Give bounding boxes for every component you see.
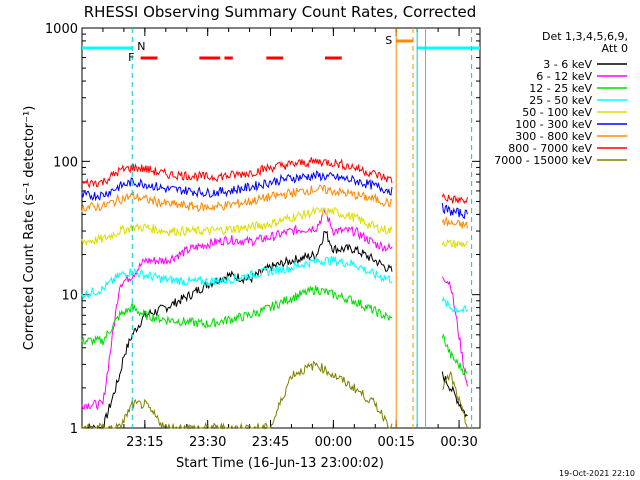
legend-label: 50 - 100 keV: [522, 106, 592, 119]
y-tick-label: 10: [61, 289, 78, 304]
y-axis-label: Corrected Count Rate (s⁻¹ detector⁻¹): [22, 106, 37, 351]
series-line-5: [441, 202, 468, 220]
series-line-4: [441, 239, 468, 249]
series-line-7: [441, 192, 468, 205]
series-line-4: [81, 206, 393, 247]
flag-label-n: N: [137, 40, 145, 53]
x-tick-label: 00:15: [377, 435, 414, 450]
x-axis: 23:15 23:30 23:45 00:00 00:15 00:30: [102, 28, 478, 450]
legend-label: 25 - 50 keV: [529, 94, 592, 107]
y-tick-label: 100: [53, 155, 78, 170]
chart-title: RHESSI Observing Summary Count Rates, Co…: [84, 3, 477, 21]
series-line-0: [81, 230, 393, 429]
legend-label: 100 - 300 keV: [515, 118, 592, 131]
legend-label: 300 - 800 keV: [515, 130, 592, 143]
legend-label: 12 - 25 keV: [529, 82, 592, 95]
series-line-1: [81, 207, 393, 411]
legend-header-line-2: Att 0: [602, 42, 628, 55]
x-axis-label: Start Time (16-Jun-13 23:00:02): [176, 456, 384, 471]
series-line-8: [442, 370, 468, 429]
x-tick-label: 23:30: [189, 435, 226, 450]
series-layer: [81, 157, 468, 430]
timestamp: 19-Oct-2021 22:10: [559, 469, 635, 478]
flag-label-f: F: [128, 51, 134, 64]
x-tick-label: 00:00: [315, 435, 352, 450]
series-line-5: [81, 170, 393, 202]
legend-label: 7000 - 15000 keV: [494, 154, 592, 167]
y-axis: 1 10 100 1000: [45, 22, 480, 437]
flag-label-s: S: [385, 34, 392, 47]
x-tick-label: 23:15: [126, 435, 163, 450]
series-line-6: [441, 216, 468, 229]
series-line-7: [81, 157, 393, 189]
legend-label: 800 - 7000 keV: [508, 142, 592, 155]
legend-label: 6 - 12 keV: [536, 70, 592, 83]
x-tick-label: 00:30: [440, 435, 477, 450]
series-line-2: [81, 285, 393, 346]
y-tick-label: 1: [70, 422, 78, 437]
annotation-layer: NF S: [82, 28, 480, 428]
series-line-8: [81, 360, 393, 430]
series-line-6: [81, 184, 393, 213]
series-line-2: [441, 333, 468, 376]
series-line-3: [441, 296, 468, 314]
x-tick-label: 23:45: [252, 435, 289, 450]
y-tick-label: 1000: [45, 22, 78, 37]
legend-header-line-1: Det 1,3,4,5,6,9,: [542, 30, 628, 43]
plot-frame: [81, 27, 481, 429]
series-line-3: [81, 256, 393, 300]
legend-label: 3 - 6 keV: [543, 58, 592, 71]
series-line-1: [441, 276, 468, 387]
